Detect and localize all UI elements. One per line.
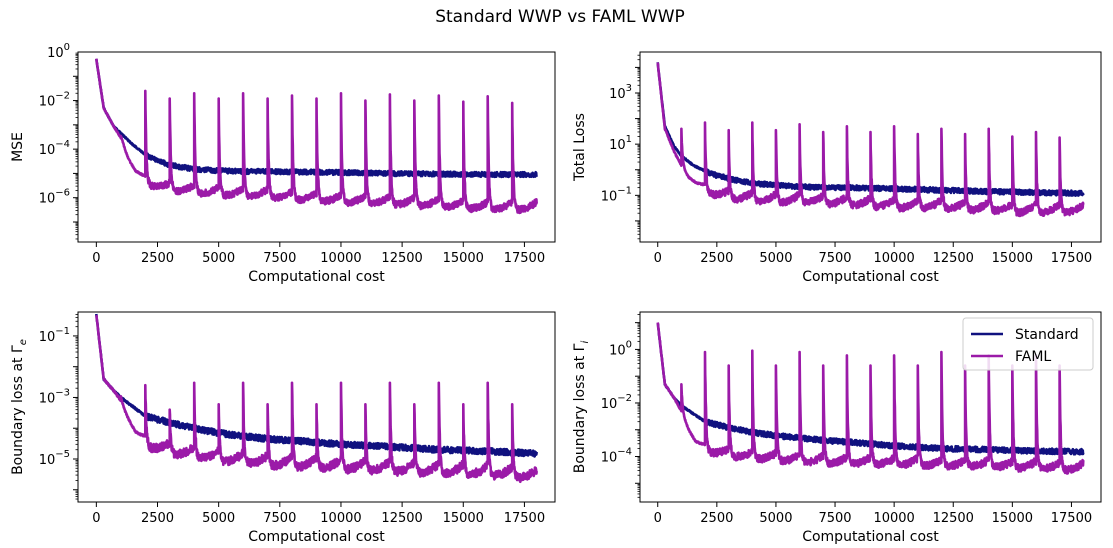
y-tick-label: 10−3 bbox=[39, 387, 70, 406]
subplot-3: 0 2500 5000 7500 10000 12500 15000 17500 10−5 10−… bbox=[10, 311, 556, 545]
x-tick-label: 5000 bbox=[759, 511, 792, 526]
x-tick-label: 15000 bbox=[992, 511, 1033, 526]
x-tick-label: 12500 bbox=[933, 511, 974, 526]
y-axis-label: Total Loss bbox=[572, 113, 588, 182]
x-tick-label: 12500 bbox=[933, 251, 974, 266]
y-axis-label: Boundary loss at Γe bbox=[10, 339, 29, 475]
x-tick-label: 10000 bbox=[873, 251, 914, 266]
x-tick-label: 5000 bbox=[202, 251, 235, 266]
x-axis-label: Computational cost bbox=[802, 529, 939, 545]
x-tick-label: 15000 bbox=[992, 251, 1033, 266]
x-axis-label: Computational cost bbox=[248, 269, 385, 285]
y-tick-label: 100 bbox=[47, 42, 70, 61]
y-tick-label: 10−1 bbox=[39, 326, 70, 345]
x-tick-label: 0 bbox=[92, 511, 100, 526]
x-tick-label: 7500 bbox=[818, 511, 851, 526]
x-tick-label: 7500 bbox=[263, 511, 296, 526]
series-line-faml bbox=[656, 62, 1085, 218]
series-line-faml bbox=[95, 58, 538, 215]
x-tick-label: 15000 bbox=[443, 251, 484, 266]
x-tick-label: 10000 bbox=[320, 251, 361, 266]
y-tick-label: 100 bbox=[609, 339, 632, 358]
axes-frame bbox=[77, 51, 556, 243]
y-tick-label: 101 bbox=[609, 134, 632, 153]
subplot-2: 0 2500 5000 7500 10000 12500 15000 17500 10−1 101… bbox=[572, 51, 1102, 285]
x-tick-label: 7500 bbox=[263, 251, 296, 266]
y-tick-label: 103 bbox=[609, 83, 632, 102]
x-tick-label: 17500 bbox=[1051, 511, 1092, 526]
y-axis-label: MSE bbox=[10, 132, 26, 162]
x-tick-label: 5000 bbox=[202, 511, 235, 526]
y-tick-label: 10−2 bbox=[39, 91, 70, 110]
y-tick-label: 10−1 bbox=[601, 185, 632, 204]
x-tick-label: 7500 bbox=[818, 251, 851, 266]
legend-label-standard: Standard bbox=[1015, 327, 1079, 343]
x-axis-label: Computational cost bbox=[802, 269, 939, 285]
x-tick-label: 15000 bbox=[443, 511, 484, 526]
x-tick-label: 2500 bbox=[700, 251, 733, 266]
x-tick-label: 0 bbox=[92, 251, 100, 266]
x-tick-label: 2500 bbox=[141, 251, 174, 266]
series-line-faml bbox=[656, 322, 1085, 475]
y-tick-label: 10−2 bbox=[601, 393, 632, 412]
x-tick-label: 17500 bbox=[504, 251, 545, 266]
x-tick-label: 5000 bbox=[759, 251, 792, 266]
y-tick-label: 10−5 bbox=[39, 449, 70, 468]
x-tick-label: 17500 bbox=[1051, 251, 1092, 266]
x-tick-label: 2500 bbox=[141, 511, 174, 526]
x-tick-label: 17500 bbox=[504, 511, 545, 526]
series-line-faml bbox=[95, 314, 538, 484]
subplot-1: 0 2500 5000 7500 10000 12500 15000 17500 10−6 10−… bbox=[10, 42, 556, 285]
x-axis-label: Computational cost bbox=[248, 529, 385, 545]
y-axis-label: Boundary loss at Γi bbox=[572, 341, 591, 474]
x-tick-label: 12500 bbox=[381, 511, 422, 526]
legend: Standard FAML bbox=[962, 317, 1094, 371]
x-tick-label: 0 bbox=[654, 251, 662, 266]
legend-label-faml: FAML bbox=[1015, 349, 1051, 365]
y-tick-label: 10−6 bbox=[39, 188, 70, 207]
x-tick-label: 2500 bbox=[700, 511, 733, 526]
subplot-4: 0 2500 5000 7500 10000 12500 15000 17500 10−4 10−… bbox=[572, 311, 1102, 545]
figure-title: Standard WWP vs FAML WWP bbox=[435, 7, 685, 27]
y-tick-label: 10−4 bbox=[601, 447, 632, 466]
x-tick-label: 10000 bbox=[320, 511, 361, 526]
y-tick-label: 10−4 bbox=[39, 139, 70, 158]
x-tick-label: 0 bbox=[654, 511, 662, 526]
x-tick-label: 10000 bbox=[873, 511, 914, 526]
x-tick-label: 12500 bbox=[381, 251, 422, 266]
